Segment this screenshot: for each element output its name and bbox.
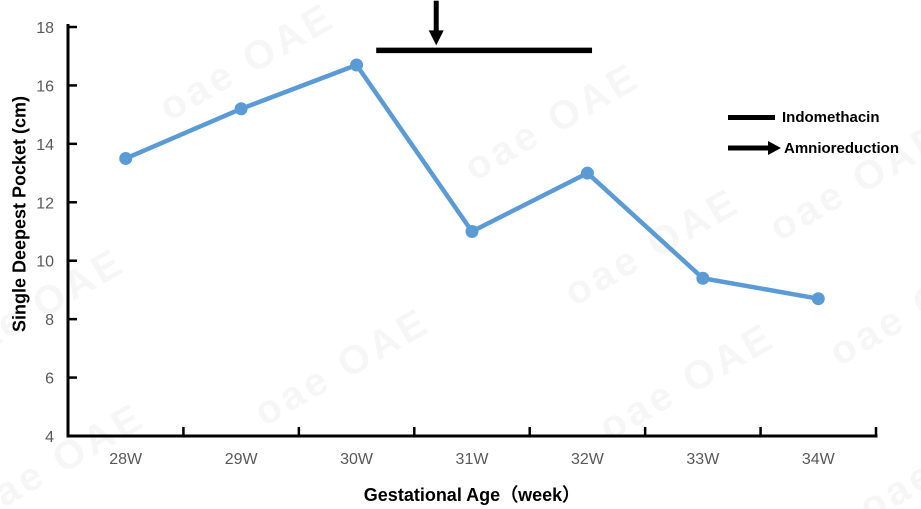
data-point-marker [465,225,479,238]
legend: Indomethacin Amnioreduction [728,106,899,159]
x-tick-label: 28W [109,451,143,468]
data-point-marker [350,58,364,72]
data-point-marker [119,151,133,165]
y-tick-label: 4 [45,429,54,446]
data-point-marker [811,292,825,306]
y-tick-label: 8 [45,312,54,329]
x-tick-label: 31W [456,451,490,468]
y-tick-label: 16 [36,78,54,95]
y-axis-title: Single Deepest Pocket (cm) [9,95,30,333]
x-tick-label: 29W [225,451,259,468]
legend-label-amnioreduction: Amnioreduction [784,139,899,157]
x-axis-title: Gestational Age（week） [363,485,581,505]
x-tick-label: 34W [802,451,836,468]
x-tick-label: 32W [571,451,605,468]
x-tick-label: 33W [686,451,720,468]
y-tick-label: 18 [36,20,54,37]
legend-label-indomethacin: Indomethacin [782,108,880,126]
legend-item-amnioreduction: Amnioreduction [728,137,899,159]
data-point-marker [234,102,248,116]
amnioreduction-arrow-head [428,30,444,46]
y-tick-label: 6 [45,371,54,388]
legend-item-indomethacin: Indomethacin [728,106,899,128]
indomethacin-bar-icon [728,114,775,120]
x-tick-label: 30W [340,451,374,468]
y-tick-label: 12 [36,195,54,212]
y-tick-label: 14 [36,137,54,154]
data-point-marker [580,166,594,180]
y-tick-label: 10 [36,254,54,271]
data-point-marker [696,271,710,285]
amnioreduction-arrow-icon [728,141,781,155]
sdp-series-line [123,62,821,301]
